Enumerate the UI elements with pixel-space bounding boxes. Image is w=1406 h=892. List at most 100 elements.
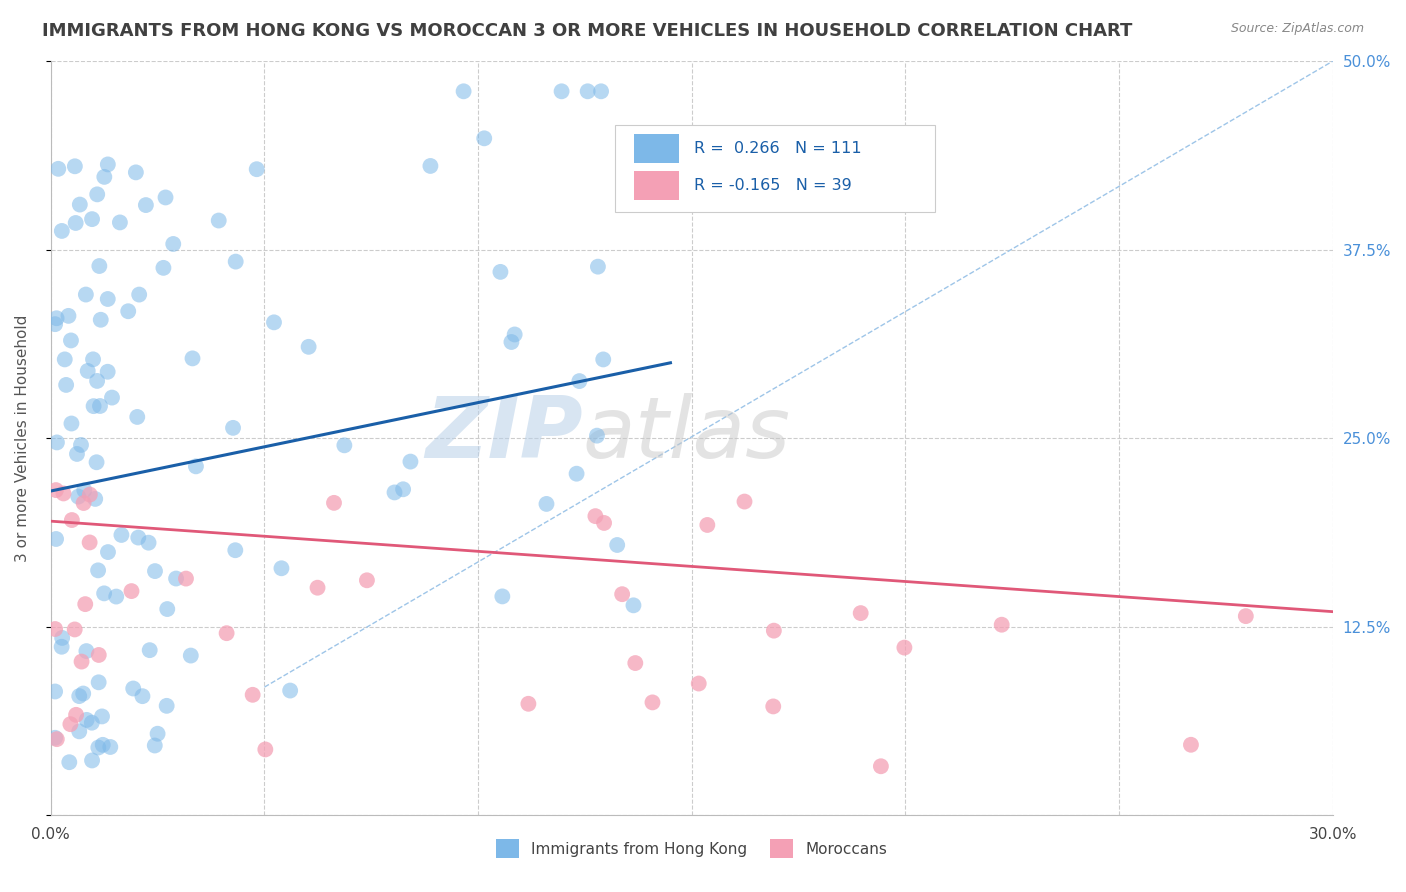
Point (333, 438, 356, 452)
Point (489, 265, 512, 279)
Point (155, 190, 177, 204)
Point (89, 259, 111, 273)
Point (73, 483, 96, 498)
Point (323, 496, 346, 510)
Point (45, 483, 67, 497)
Point (174, 572, 197, 586)
Point (58, 309, 80, 323)
Point (98, 739, 121, 754)
Point (80, 212, 103, 227)
Point (45, 311, 67, 326)
Point (72, 686, 94, 700)
Point (576, 84, 599, 98)
Point (84, 491, 107, 506)
Point (849, 606, 872, 620)
Point (146, 727, 169, 741)
Point (97, 157, 120, 171)
Point (734, 494, 756, 508)
Point (117, 304, 139, 318)
Point (586, 260, 609, 274)
Point (108, 215, 131, 229)
Point (53, 352, 76, 367)
Point (93, 586, 115, 600)
Point (593, 516, 616, 530)
Point (80, 715, 103, 730)
Point (688, 676, 710, 690)
Point (278, 683, 301, 698)
Point (623, 599, 645, 613)
Point (143, 564, 166, 578)
Point (591, 84, 613, 98)
Point (55, 378, 77, 392)
Y-axis label: 3 or more Vehicles in Household: 3 or more Vehicles in Household (15, 315, 30, 562)
Point (138, 535, 160, 549)
Text: Source: ZipAtlas.com: Source: ZipAtlas.com (1230, 22, 1364, 36)
Point (762, 699, 785, 714)
Point (222, 421, 245, 435)
Point (181, 351, 204, 366)
Point (307, 581, 329, 595)
FancyBboxPatch shape (634, 135, 679, 163)
Point (165, 572, 187, 586)
Point (152, 260, 174, 275)
Point (44, 622, 66, 636)
Point (45, 435, 67, 450)
Point (82, 352, 104, 367)
Point (399, 454, 422, 468)
Point (44, 317, 66, 331)
Point (583, 509, 606, 524)
Point (44, 731, 66, 745)
Point (70, 655, 93, 669)
Point (58, 755, 80, 769)
Point (51, 631, 73, 645)
Point (215, 626, 238, 640)
Point (76, 364, 98, 378)
Point (91, 738, 114, 752)
Point (503, 327, 526, 342)
Point (67, 689, 90, 703)
Point (86, 187, 108, 202)
Point (246, 162, 269, 177)
Point (87, 563, 110, 577)
Point (122, 681, 145, 696)
Point (128, 287, 150, 301)
Point (762, 624, 785, 638)
Point (86, 374, 108, 388)
Point (568, 374, 591, 388)
Point (384, 485, 406, 500)
Point (536, 497, 558, 511)
Point (696, 518, 718, 533)
Point (67, 490, 90, 504)
Point (143, 739, 166, 753)
Point (612, 587, 634, 601)
Point (59, 334, 82, 348)
Legend: Immigrants from Hong Kong, Moroccans: Immigrants from Hong Kong, Moroccans (491, 833, 894, 864)
Point (565, 467, 588, 481)
Point (517, 697, 540, 711)
FancyBboxPatch shape (614, 125, 935, 212)
Point (1180, 738, 1202, 752)
Point (93, 169, 115, 184)
Point (101, 391, 124, 405)
Point (208, 213, 231, 227)
FancyBboxPatch shape (634, 171, 679, 200)
Point (79, 487, 101, 501)
Point (75, 287, 97, 301)
Point (45, 732, 67, 747)
Point (60, 513, 83, 527)
Point (63, 159, 86, 173)
Point (67, 724, 90, 739)
Point (870, 759, 893, 773)
Point (51, 224, 73, 238)
Point (242, 688, 264, 702)
Point (270, 561, 292, 575)
Point (254, 742, 277, 756)
Point (86, 455, 108, 469)
Point (624, 656, 647, 670)
Point (162, 237, 184, 252)
Point (356, 574, 378, 588)
Point (125, 165, 148, 179)
Point (63, 623, 86, 637)
Point (105, 590, 128, 604)
Text: R = -0.165   N = 39: R = -0.165 N = 39 (695, 178, 852, 193)
